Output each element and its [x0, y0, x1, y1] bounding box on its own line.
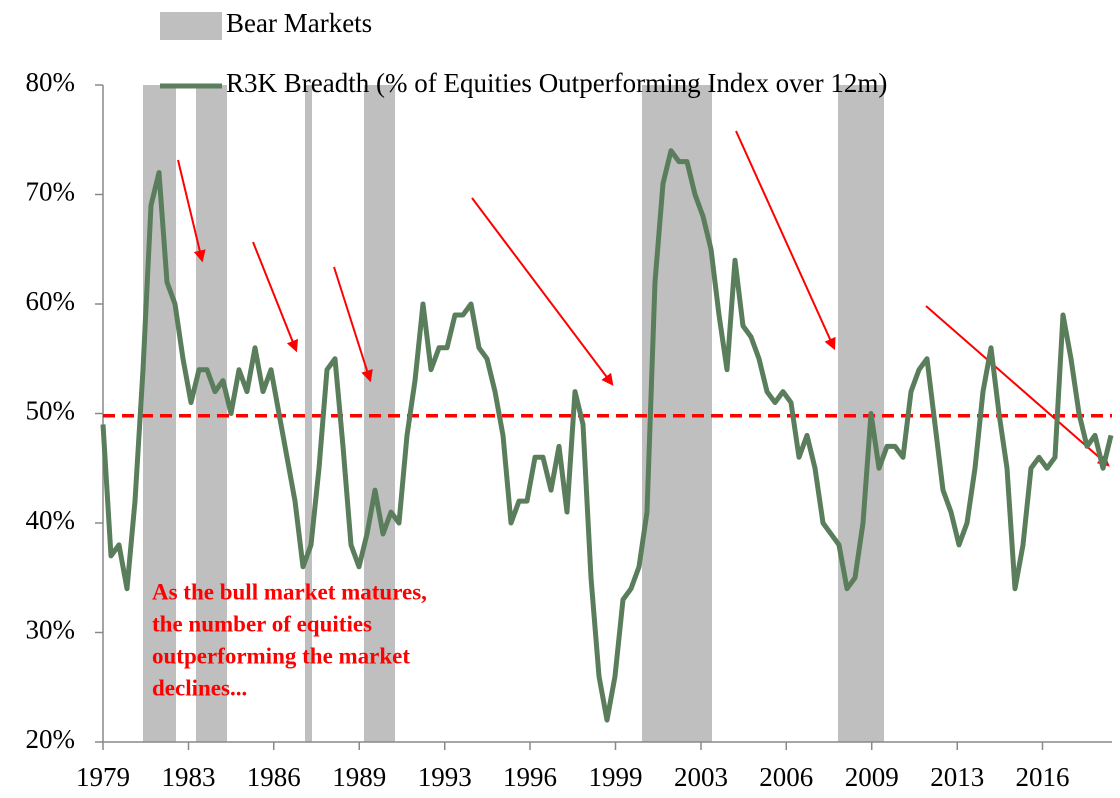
y-tick-label: 70% — [26, 177, 76, 207]
legend-label: R3K Breadth (% of Equities Outperforming… — [226, 68, 887, 98]
y-tick-label: 20% — [26, 724, 76, 754]
x-tick-label: 1993 — [418, 762, 472, 792]
bear-market — [642, 85, 712, 742]
bear-market — [196, 85, 227, 742]
annotation: As the bull market matures, — [152, 579, 427, 604]
annotation: outperforming the market — [152, 643, 410, 668]
y-tick-label: 40% — [26, 505, 76, 535]
x-tick-label: 2013 — [930, 762, 984, 792]
arrow — [177, 159, 206, 263]
bear-market — [305, 85, 312, 742]
x-tick-label: 1999 — [589, 762, 643, 792]
trend-arrows — [177, 130, 1110, 467]
legend-swatch — [160, 12, 222, 40]
x-tick-label: 1983 — [162, 762, 216, 792]
arrow — [333, 266, 373, 383]
x-tick-label: 2016 — [1016, 762, 1070, 792]
x-tick-label: 1989 — [332, 762, 386, 792]
bear-market — [364, 85, 395, 742]
bear-market — [838, 85, 884, 742]
arrow — [925, 305, 1110, 467]
arrow — [735, 130, 836, 351]
bear-layer — [143, 85, 884, 742]
x-tick-label: 1986 — [247, 762, 301, 792]
y-tick-label: 50% — [26, 396, 76, 426]
y-tick-label: 80% — [26, 67, 76, 97]
arrow — [252, 241, 299, 353]
annotation: the number of equities — [152, 611, 372, 636]
legend-label: Bear Markets — [226, 8, 372, 38]
x-tick-label: 1979 — [76, 762, 130, 792]
x-tick-label: 2003 — [674, 762, 728, 792]
y-tick-label: 60% — [26, 286, 76, 316]
x-tick-label: 2009 — [845, 762, 899, 792]
annotation: declines... — [152, 675, 247, 700]
y-tick-label: 30% — [26, 615, 76, 645]
x-tick-label: 2006 — [759, 762, 813, 792]
line-series — [100, 148, 1114, 723]
x-tick-label: 1996 — [503, 762, 557, 792]
arrow — [471, 197, 614, 386]
